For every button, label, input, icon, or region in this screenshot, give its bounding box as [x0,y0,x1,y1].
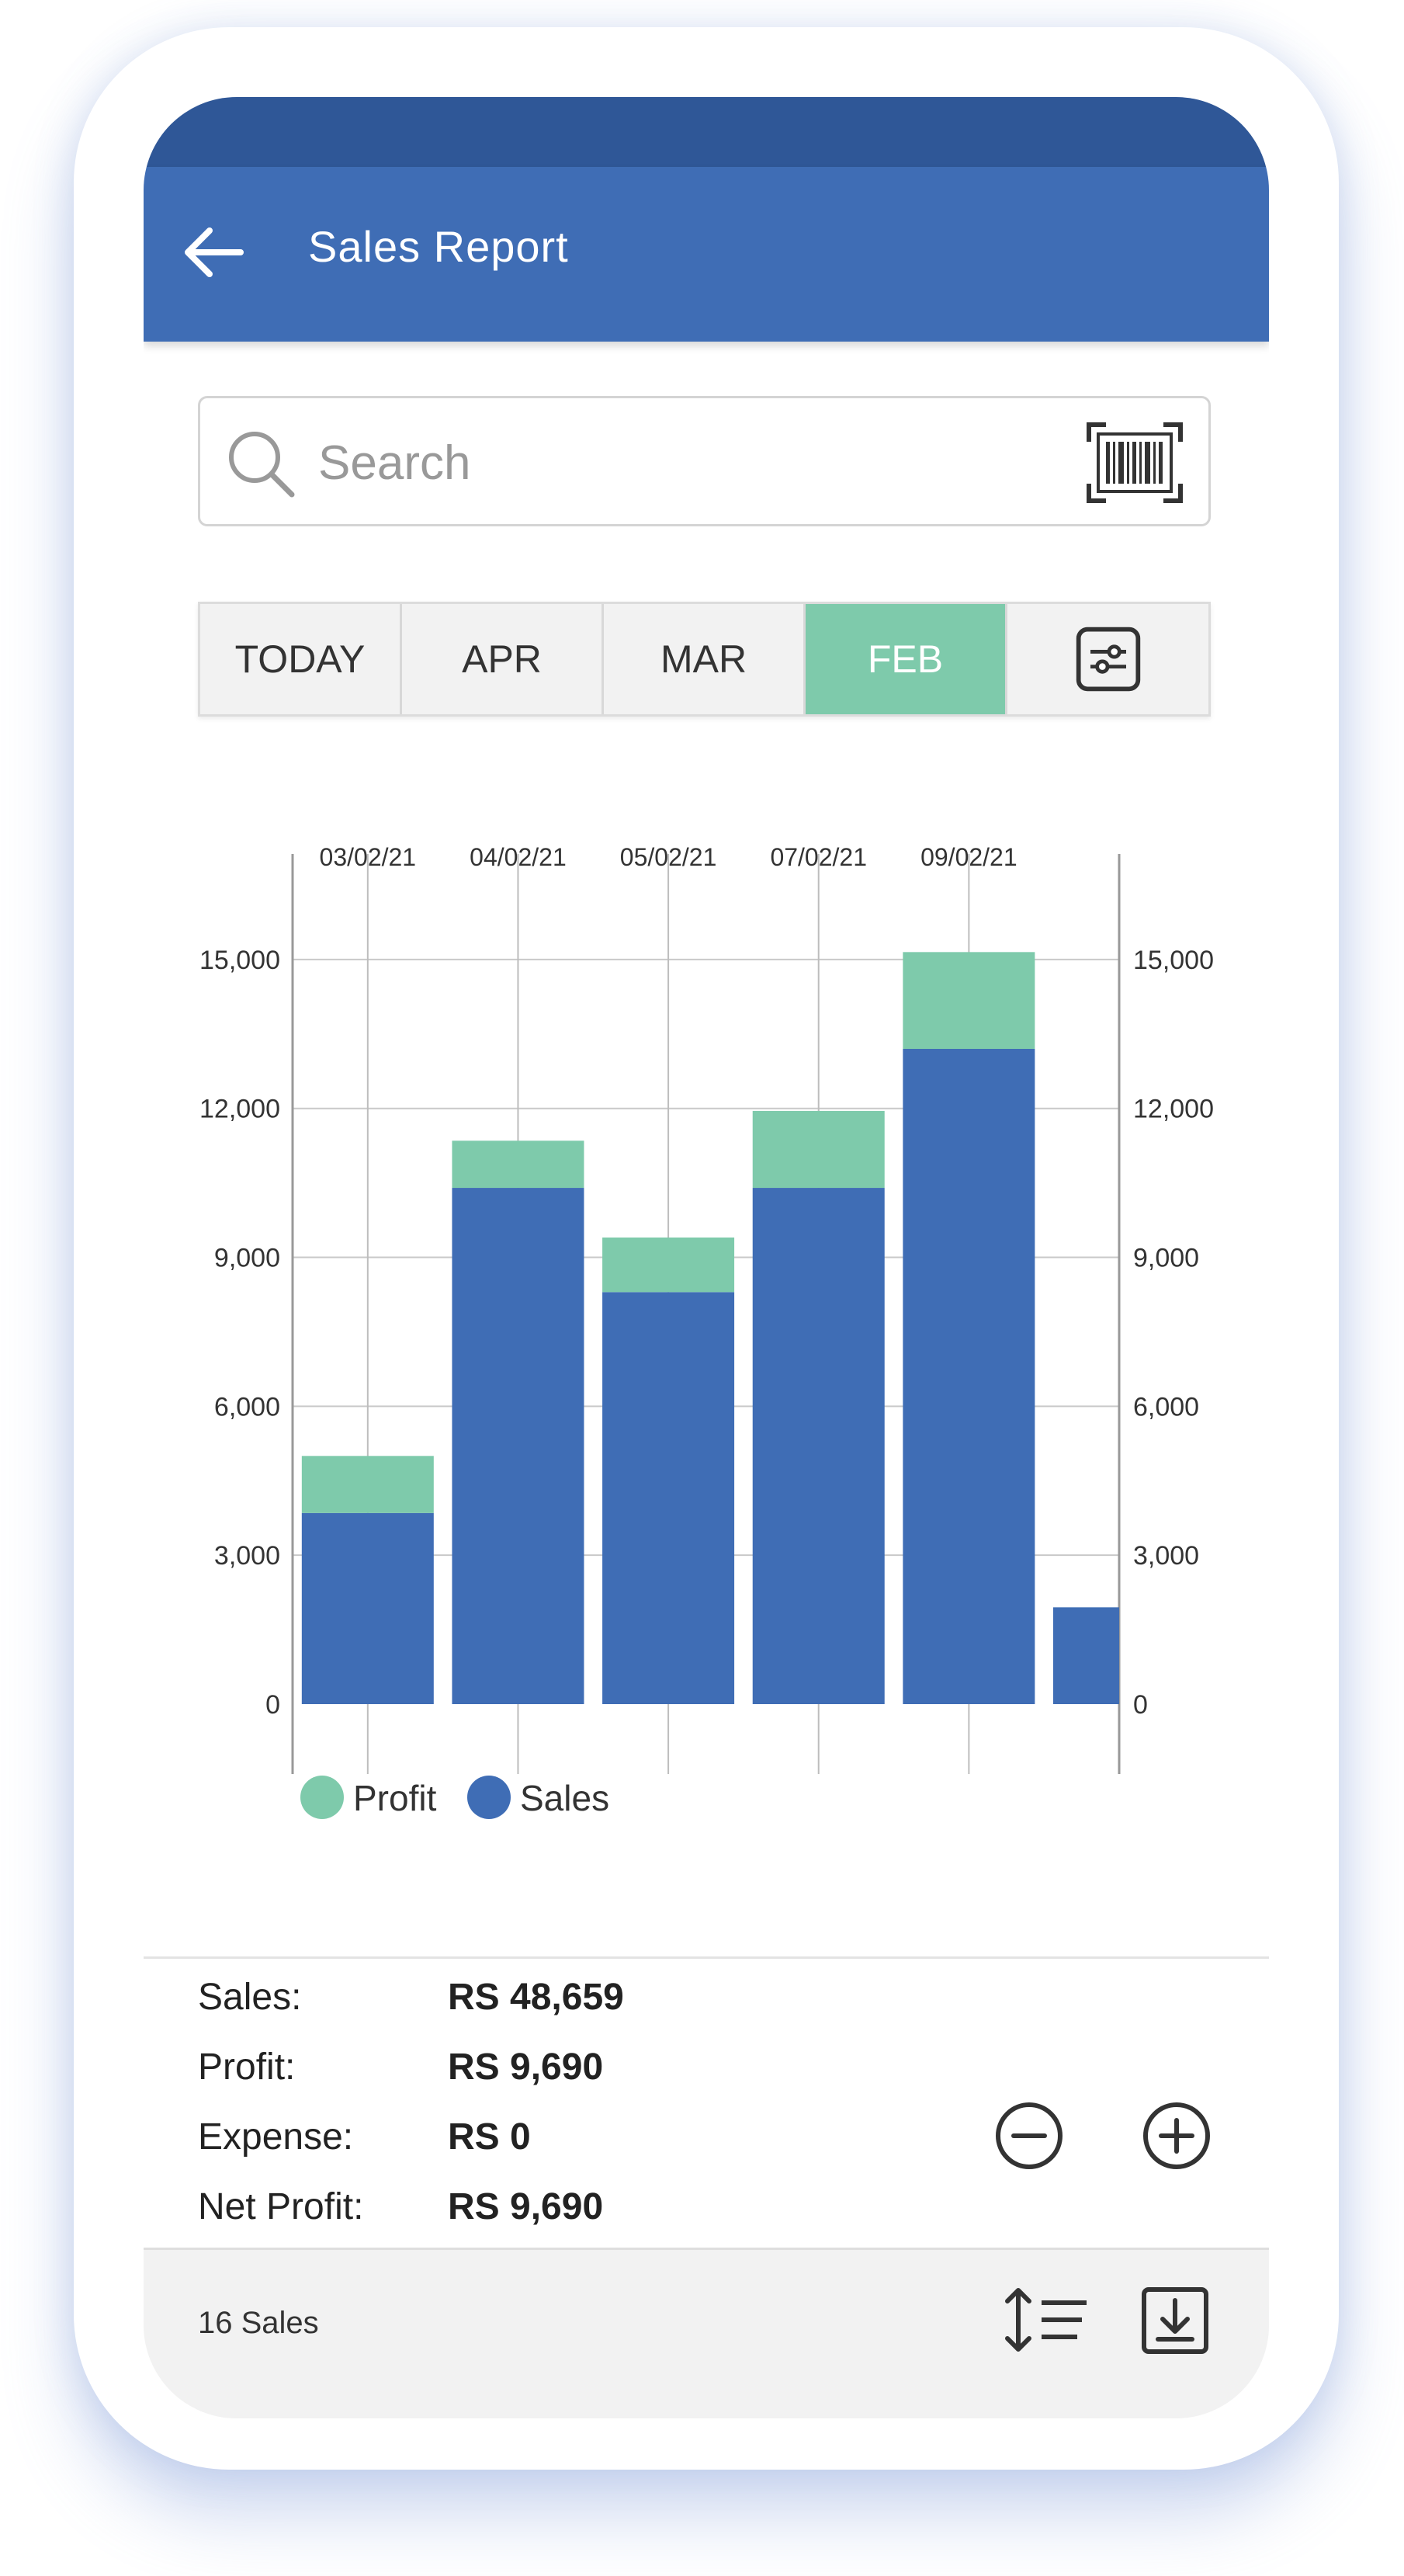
zoom-in-icon[interactable] [1139,2099,1214,2173]
x-tick-label: 05/02/21 [620,843,717,871]
tab-apr[interactable]: APR [402,604,604,714]
legend-label-profit: Profit [353,1778,437,1818]
search-icon [229,432,295,498]
summary-value-profit: RS 9,690 [448,2047,604,2088]
y-tick-label-right: 9,000 [1133,1244,1199,1273]
arrow-left-icon[interactable] [175,214,252,291]
download-icon[interactable] [1139,2285,1211,2356]
bar-sales [903,1049,1035,1704]
zoom-out-icon[interactable] [992,2099,1066,2173]
y-tick-label-right: 12,000 [1133,1095,1214,1124]
bar-sales [452,1188,584,1704]
y-tick-label-left: 12,000 [199,1095,280,1124]
y-tick-label-left: 3,000 [214,1541,280,1571]
sliders-icon [1076,627,1140,692]
x-tick-label: 07/02/21 [770,843,867,871]
status-bar [144,97,1269,167]
bar-sales [602,1292,735,1704]
summary-label-sales: Sales: [198,1977,302,2018]
summary-label-net-profit: Net Profit: [198,2186,364,2227]
sort-icon[interactable] [1001,2281,1094,2359]
sales-count: 16 Sales [198,2306,319,2340]
y-tick-label-right: 3,000 [1133,1541,1199,1571]
tab-feb[interactable]: FEB [806,604,1007,714]
x-tick-label: 09/02/21 [920,843,1017,871]
search-input[interactable] [317,422,1057,505]
bar-profit [903,952,1035,1049]
summary-label-expense: Expense: [198,2116,354,2158]
sales-profit-chart: 0 0 3,000 3,000 6,000 6,000 9,000 9,000 12,000 12… [199,843,1214,1819]
bar-profit [752,1110,885,1189]
tab-today[interactable]: TODAY [200,604,402,714]
bar-profit [301,1456,434,1513]
period-tabs: TODAY APR MAR FEB [198,602,1211,717]
legend-swatch-sales [467,1776,511,1819]
tab-filter[interactable] [1007,604,1208,714]
footer-bar: 16 Sales [144,2248,1269,2418]
page-title: Sales Report [308,222,569,271]
bar-sales [1053,1607,1119,1704]
tab-mar[interactable]: MAR [604,604,806,714]
bar-sales [301,1512,434,1704]
summary-value-sales: RS 48,659 [448,1977,624,2018]
y-tick-label-left: 15,000 [199,946,280,975]
app-screen: Sales Report TODAY APR MAR FEB [144,97,1269,2418]
y-tick-label-left: 9,000 [214,1244,280,1273]
bar-sales [752,1188,885,1704]
bar-profit [452,1140,584,1189]
divider [144,1956,1269,1959]
summary-label-profit: Profit: [198,2047,296,2088]
search-bar [198,396,1211,526]
y-tick-label-right: 6,000 [1133,1392,1199,1422]
summary-value-expense: RS 0 [448,2116,531,2158]
legend-label-sales: Sales [520,1778,609,1818]
y-tick-label-left: 0 [265,1690,280,1720]
summary-value-net-profit: RS 9,690 [448,2186,604,2227]
x-tick-label: 04/02/21 [470,843,567,871]
x-tick-label: 03/02/21 [320,843,417,871]
legend-swatch-profit [300,1776,344,1819]
bar-profit [602,1237,735,1293]
app-bar: Sales Report [144,167,1269,342]
y-tick-label-right: 15,000 [1133,946,1214,975]
y-tick-label-left: 6,000 [214,1392,280,1422]
barcode-scan-icon[interactable] [1084,420,1185,505]
y-tick-label-right: 0 [1133,1690,1148,1720]
